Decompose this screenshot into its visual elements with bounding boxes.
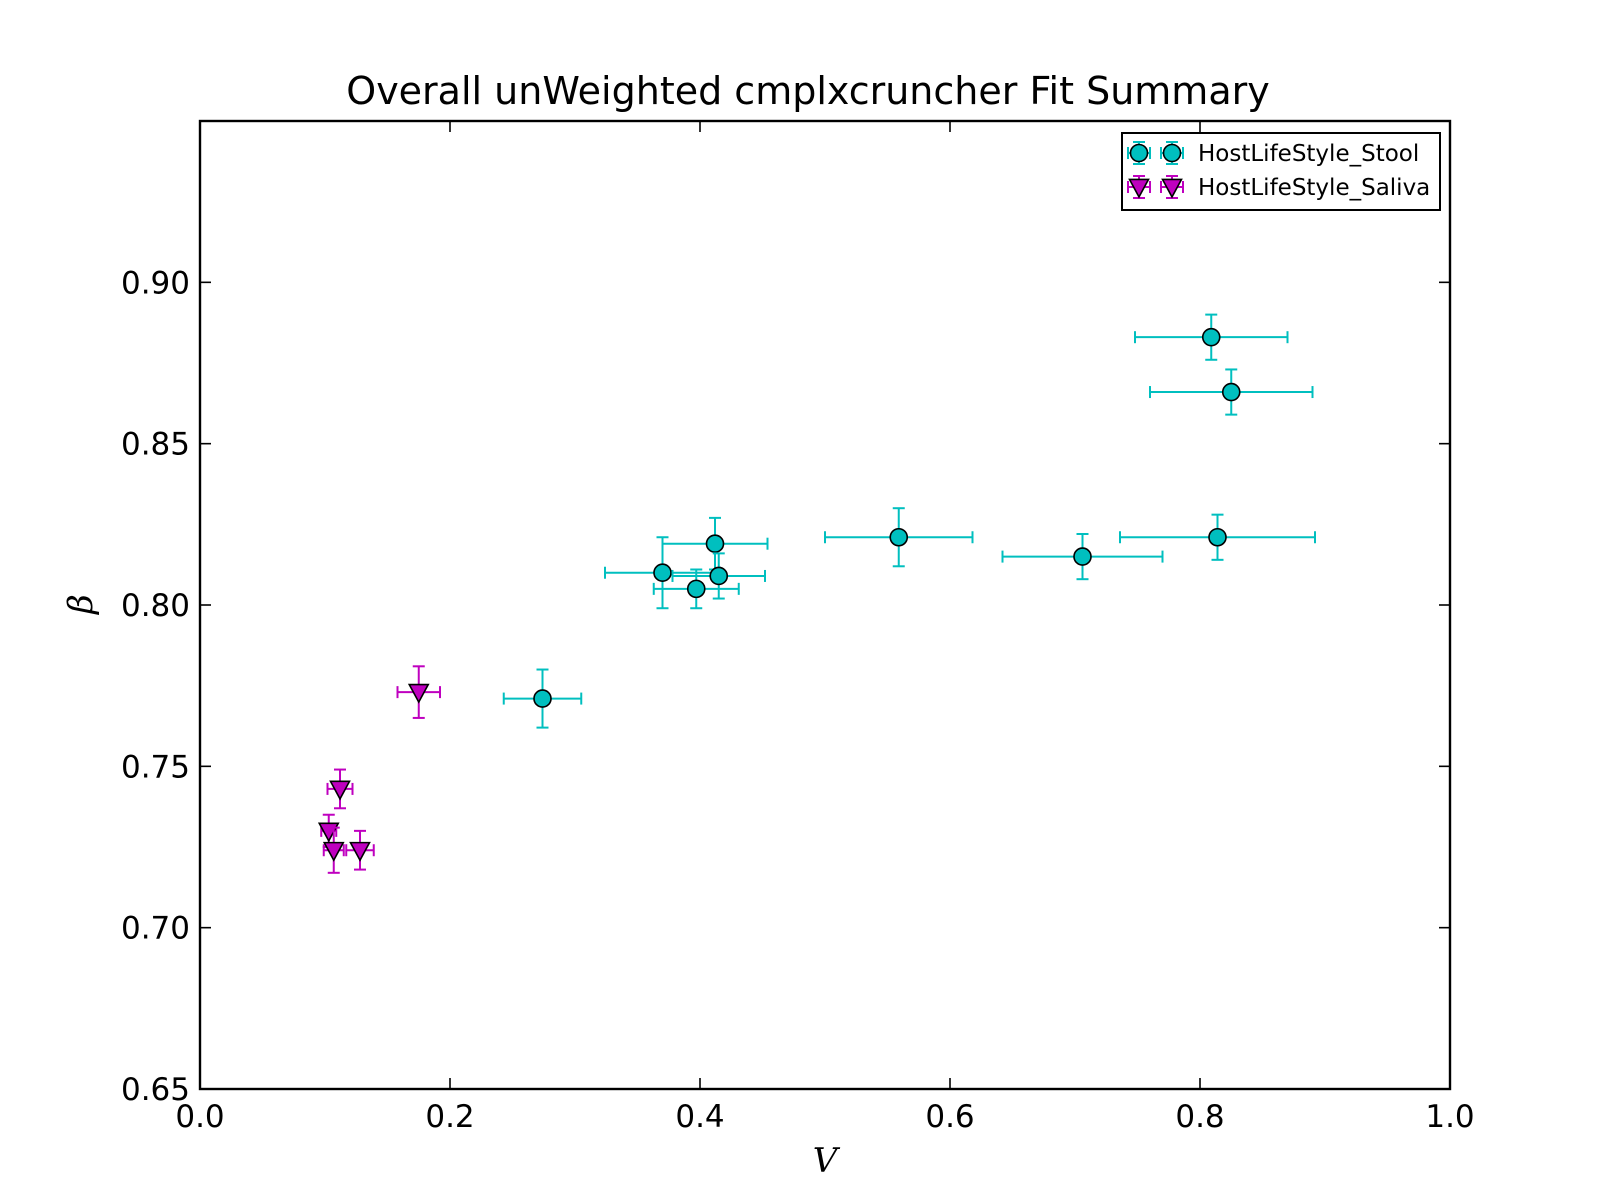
circle-marker (686, 579, 706, 599)
data-point (345, 829, 375, 871)
circle-marker (705, 534, 725, 553)
data-point (661, 516, 769, 571)
circle-marker (1208, 527, 1227, 547)
triangle-marker (322, 841, 345, 862)
y-tick-label: 0.70 (121, 911, 190, 947)
circle-marker (1221, 382, 1241, 402)
triangle-marker (329, 780, 351, 801)
y-tick-label: 0.80 (121, 588, 190, 624)
legend-entry: HostLifeStyle_Saliva (1127, 175, 1430, 201)
legend-label: HostLifeStyle_Stool (1198, 141, 1419, 167)
series-HostLifeStyle_Stool (502, 313, 1316, 729)
circle-marker (533, 689, 552, 708)
data-point (1134, 313, 1289, 361)
triangle-marker (407, 683, 430, 704)
y-tick-label: 0.90 (121, 265, 190, 301)
data-point (1001, 533, 1164, 581)
x-tick-label: 0.4 (675, 1099, 724, 1135)
x-tick-label: 1.0 (1425, 1099, 1474, 1135)
data-point (502, 668, 583, 729)
x-tick-label: 0.0 (175, 1099, 224, 1135)
triangle-marker (349, 841, 371, 862)
chart-title: Overall unWeighted cmplxcruncher Fit Sum… (346, 69, 1269, 113)
legend-label: HostLifeStyle_Saliva (1198, 175, 1430, 201)
x-tick-label: 0.2 (425, 1099, 474, 1135)
x-tick-label: 0.8 (1175, 1099, 1224, 1135)
x-tick-label: 0.6 (925, 1099, 974, 1135)
data-point (1149, 368, 1314, 416)
series-HostLifeStyle_Saliva (317, 665, 441, 874)
data-series (317, 313, 1316, 874)
y-tick-label: 0.65 (121, 1072, 190, 1108)
x-axis-label: V (813, 1141, 841, 1181)
circle-marker (709, 566, 729, 586)
legend-marker (1128, 178, 1150, 199)
circle-marker (1201, 327, 1221, 347)
data-point (322, 826, 345, 874)
data-point (671, 552, 766, 600)
circle-marker (653, 563, 672, 583)
data-point (396, 665, 441, 719)
legend: HostLifeStyle_Stool HostLifeStyle_Saliva (1121, 132, 1441, 211)
y-tick-label: 0.75 (121, 749, 190, 785)
legend-marker (1162, 143, 1182, 163)
y-axis-label: β (61, 594, 101, 616)
circle-marker (889, 527, 909, 547)
legend-marker (1161, 178, 1183, 199)
circle-marker (1073, 547, 1092, 566)
data-point (824, 507, 974, 568)
legend-marker (1129, 143, 1149, 163)
data-point (604, 536, 721, 610)
legend-entry: HostLifeStyle_Stool (1127, 141, 1419, 167)
y-tick-label: 0.85 (121, 427, 190, 463)
axes: 0.0 0.2 0.4 0.6 0.8 1.0 0.65 0.70 0.75 0.80 0.85 0.… (121, 121, 1475, 1135)
data-point (326, 768, 354, 810)
data-point (652, 568, 740, 610)
plot-frame (198, 119, 1452, 1091)
data-point (1119, 513, 1316, 561)
